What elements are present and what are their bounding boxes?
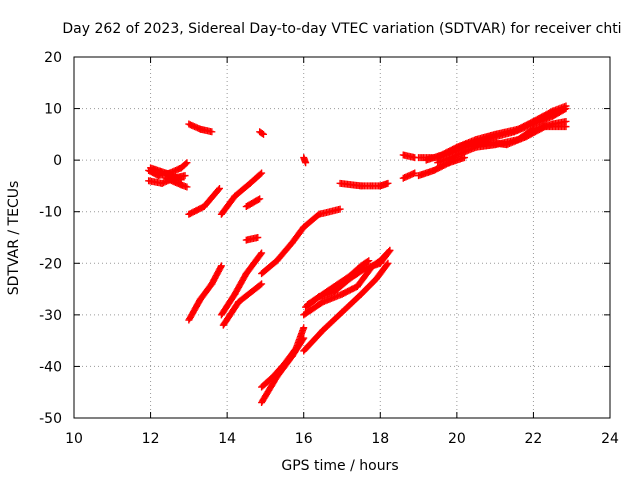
data-points [145, 102, 570, 407]
x-tick-label: 22 [525, 431, 543, 447]
y-tick-label: 20 [44, 50, 62, 66]
data-point [383, 260, 391, 268]
data-point [336, 205, 344, 213]
data-point [258, 280, 266, 288]
y-tick-label: -10 [39, 205, 62, 221]
x-axis-label: GPS time / hours [281, 458, 398, 474]
data-point [384, 259, 392, 267]
data-point [411, 169, 419, 177]
y-tick-label: -50 [39, 411, 62, 427]
data-point [364, 258, 372, 266]
x-tick-label: 12 [142, 431, 160, 447]
y-tick-label: 0 [53, 153, 62, 169]
x-tick-label: 18 [371, 431, 389, 447]
data-point [256, 170, 264, 178]
data-point [365, 257, 373, 265]
data-point [183, 159, 191, 167]
plot-frame [73, 56, 611, 419]
data-point [183, 183, 191, 191]
data-point [181, 172, 189, 180]
x-tick-label: 16 [295, 431, 313, 447]
data-point [256, 281, 264, 289]
data-point [208, 128, 216, 136]
x-tick-label: 14 [218, 431, 236, 447]
y-axis-label: SDTVAR / TECUs [6, 181, 22, 296]
y-tick-label: -30 [39, 308, 62, 324]
data-point [217, 263, 225, 271]
data-point [260, 130, 268, 138]
x-tick-label: 24 [601, 431, 619, 447]
data-point [215, 185, 223, 193]
y-axis-tick-labels: -50 -40 -30 -20 -10 0 10 20 [39, 50, 62, 427]
data-point [257, 250, 265, 258]
data-point [385, 248, 393, 256]
y-tick-label: 10 [44, 102, 62, 118]
data-point [384, 179, 392, 187]
data-point [214, 186, 222, 194]
data-point [562, 123, 570, 131]
data-point [217, 262, 225, 270]
data-point [258, 129, 266, 137]
x-tick-label: 10 [65, 431, 83, 447]
y-tick-label: -20 [39, 256, 62, 272]
data-point [258, 169, 266, 177]
data-point [258, 249, 266, 257]
data-point [302, 159, 310, 167]
data-point [300, 324, 308, 332]
chart-title: Day 262 of 2023, Sidereal Day-to-day VTE… [62, 21, 621, 37]
data-point [256, 195, 264, 203]
data-point [461, 154, 469, 162]
x-tick-label: 20 [448, 431, 466, 447]
data-point [386, 246, 394, 254]
x-axis-tick-labels: 10 12 14 16 18 20 22 24 [65, 431, 619, 447]
axis-ticks [73, 56, 611, 419]
y-tick-label: -40 [39, 359, 62, 375]
data-point [254, 234, 262, 241]
data-point [254, 196, 262, 204]
data-point [182, 160, 190, 168]
data-point [562, 102, 570, 110]
